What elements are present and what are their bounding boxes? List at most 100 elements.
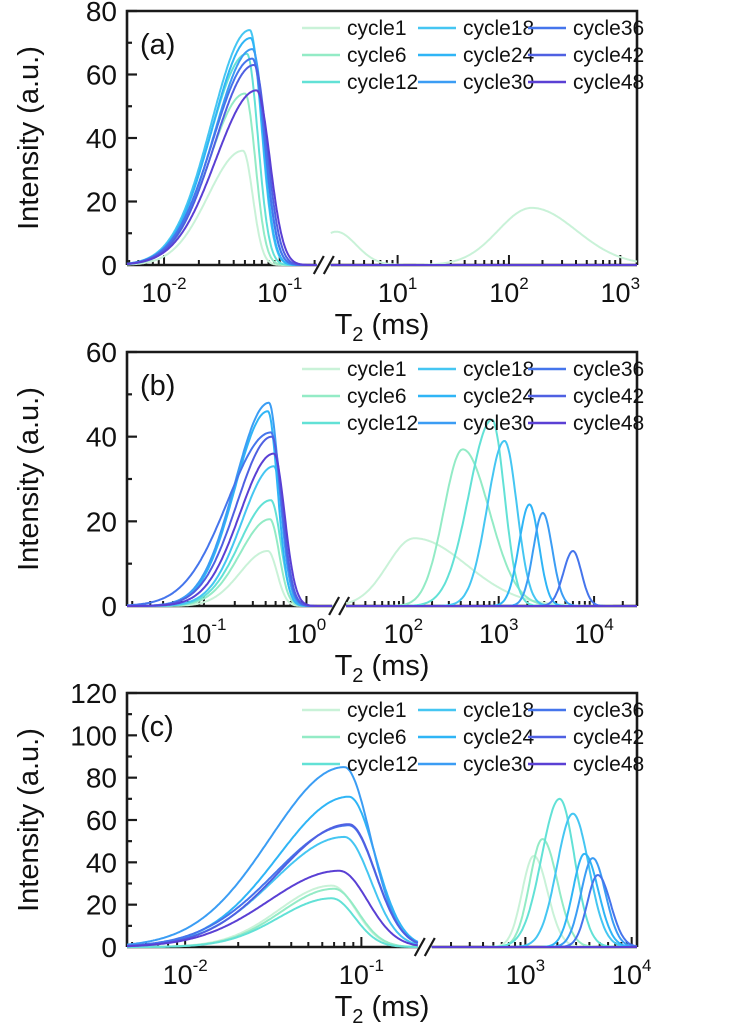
y-axis — [127, 9, 137, 235]
y-tick-label: 20 — [86, 506, 117, 537]
curve-cycle18-right — [346, 440, 637, 607]
panel-c: 0 20 40 60 80 100 120 10-2 10-1 103 104 T2 (ms) Inte… — [0, 682, 729, 1024]
x-tick-label: 103 — [479, 615, 519, 649]
panel-a-chart: 0 20 40 60 80 10-2 10-1 101 102 103 T2 (ms) Intensi… — [13, 0, 644, 342]
x-axis-unit: (ms) — [363, 991, 429, 1023]
legend-label-cycle12: cycle12 — [347, 753, 418, 776]
curve-cycle24-left — [126, 37, 318, 266]
exponent: -2 — [171, 274, 186, 293]
legend-item-cycle48: cycle48 — [528, 753, 644, 776]
panel-label: (b) — [140, 370, 175, 402]
legend-item-cycle42: cycle42 — [528, 726, 644, 749]
x-tick-label: 102 — [489, 274, 529, 308]
axis-break-slash — [322, 255, 335, 275]
legend-label-cycle18: cycle18 — [463, 358, 534, 381]
legend-label-cycle30: cycle30 — [463, 753, 534, 776]
legend-label-cycle1: cycle1 — [347, 699, 407, 722]
curve-cycle12-left — [127, 897, 418, 948]
legend-label-cycle6: cycle6 — [347, 385, 407, 408]
legend-item-cycle18: cycle18 — [418, 358, 534, 381]
curve-cycle36-left — [126, 431, 333, 607]
y-tick-label: 0 — [101, 591, 117, 622]
y-tick-label: 120 — [70, 682, 117, 709]
curve-cycle18-left — [126, 29, 318, 266]
y-tick-label: 20 — [86, 890, 117, 921]
curve-cycle1-left — [126, 550, 333, 607]
curve-cycle42-left — [126, 435, 333, 607]
curve-cycle30-left — [126, 401, 333, 607]
subscript: 2 — [352, 665, 363, 683]
legend-label-cycle36: cycle36 — [573, 358, 644, 381]
curve-cycle48-left — [126, 869, 418, 948]
axis-break-slash — [423, 937, 436, 957]
x-axis-title: T2 (ms) — [335, 991, 430, 1024]
y-axis-title: Intensity (a.u.) — [13, 387, 45, 571]
legend-label-cycle30: cycle30 — [463, 71, 534, 94]
exponent: 1 — [408, 274, 417, 293]
x-tick-label: 10-1 — [339, 956, 384, 990]
curve-cycle30-right — [346, 511, 637, 607]
legend-label-cycle12: cycle12 — [347, 412, 418, 435]
legend-item-cycle48: cycle48 — [528, 71, 644, 94]
y-tick-label: 20 — [86, 187, 117, 218]
exponent: 2 — [519, 274, 528, 293]
curves — [126, 29, 638, 266]
legend-item-cycle36: cycle36 — [528, 358, 644, 381]
curve-cycle36-left — [126, 57, 318, 266]
legend-item-cycle1: cycle1 — [302, 358, 407, 381]
x-axis-unit: (ms) — [363, 650, 429, 682]
legend-label-cycle1: cycle1 — [347, 358, 407, 381]
panel-label: (a) — [140, 29, 175, 61]
panel-c-chart: 0 20 40 60 80 100 120 10-2 10-1 103 104 T2 (ms) Inte… — [13, 682, 651, 1024]
legend: cycle1 cycle6 cycle12 cycle18 cycle24 cycle30… — [302, 17, 644, 94]
subscript: 2 — [352, 1006, 363, 1024]
curve-cycle36-left — [127, 824, 419, 947]
legend-item-cycle42: cycle42 — [528, 44, 644, 67]
legend-item-cycle1: cycle1 — [302, 699, 407, 722]
axis-break-slash — [338, 596, 351, 616]
curve-cycle18-right — [431, 812, 638, 948]
panel-a: 0 20 40 60 80 10-2 10-1 101 102 103 T2 (ms) Intensi… — [0, 0, 729, 342]
legend-label-cycle30: cycle30 — [463, 412, 534, 435]
legend-item-cycle48: cycle48 — [528, 412, 644, 435]
exponent: 3 — [536, 956, 545, 975]
legend-item-cycle36: cycle36 — [528, 699, 644, 722]
x-tick-label: 10-1 — [181, 615, 226, 649]
panel-b: 0 20 40 60 10-1 100 102 103 104 T2 (ms) Intensity … — [0, 341, 729, 683]
curve-cycle12-right — [431, 797, 638, 948]
legend-item-cycle6: cycle6 — [302, 44, 407, 67]
legend-item-cycle24: cycle24 — [418, 726, 535, 749]
exponent: 4 — [604, 615, 613, 634]
y-tick-label: 80 — [86, 0, 117, 27]
x-tick-label: 100 — [287, 615, 327, 649]
exponent: 3 — [509, 615, 518, 634]
axis-break-slash — [312, 255, 325, 275]
legend-label-cycle36: cycle36 — [573, 17, 644, 40]
curve-cycle1-right — [345, 537, 637, 607]
legend-label-cycle48: cycle48 — [573, 71, 644, 94]
legend-label-cycle18: cycle18 — [463, 17, 534, 40]
legend-label-cycle24: cycle24 — [463, 385, 535, 408]
y-tick-label: 40 — [86, 847, 117, 878]
legend-label-cycle48: cycle48 — [573, 753, 644, 776]
subscript: 2 — [352, 324, 363, 342]
x-tick-label: 10-2 — [141, 274, 186, 308]
y-tick-label: 100 — [70, 720, 117, 751]
legend-item-cycle12: cycle12 — [302, 753, 418, 776]
exponent: -1 — [211, 615, 226, 634]
legend-label-cycle1: cycle1 — [347, 17, 407, 40]
legend-item-cycle6: cycle6 — [302, 385, 407, 408]
x-tick-label: 101 — [378, 274, 418, 308]
x-tick-label: 10-2 — [163, 956, 208, 990]
legend-item-cycle30: cycle30 — [418, 412, 534, 435]
legend-label-cycle48: cycle48 — [573, 412, 644, 435]
x-axis-unit: (ms) — [363, 309, 429, 341]
exponent: 3 — [631, 274, 640, 293]
curves — [126, 766, 638, 948]
legend-item-cycle36: cycle36 — [528, 17, 644, 40]
exponent: -1 — [369, 956, 384, 975]
exponent: -1 — [287, 274, 302, 293]
y-axis-title: Intensity (a.u.) — [13, 728, 45, 912]
y-tick-label: 60 — [86, 60, 117, 91]
